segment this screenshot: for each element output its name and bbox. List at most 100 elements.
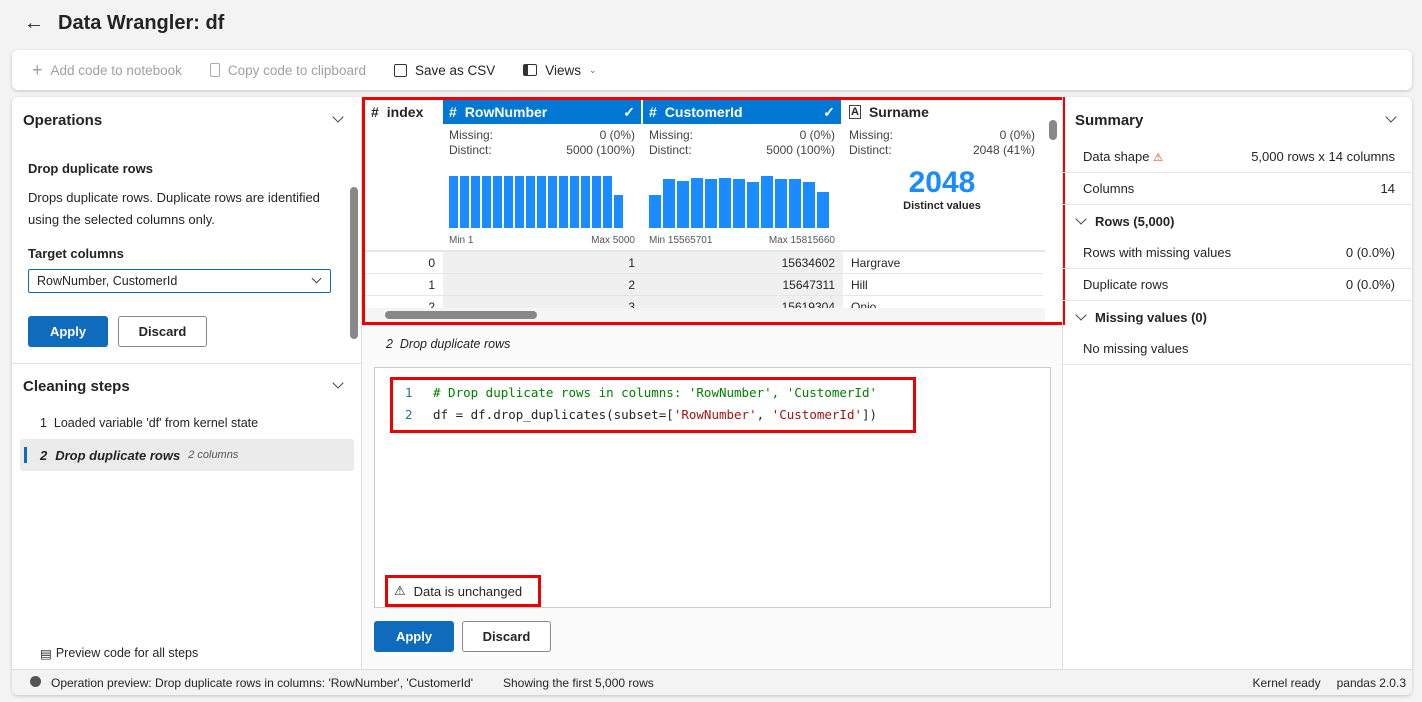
code-preview-icon: ▤ xyxy=(40,647,52,661)
histogram-bar[interactable] xyxy=(493,176,502,228)
code-preview-panel: 1 # Drop duplicate rows in columns: 'RowN… xyxy=(374,367,1051,608)
missing-section-toggle[interactable]: Missing values (0) xyxy=(1063,301,1412,333)
histogram-bar[interactable] xyxy=(559,176,568,228)
copy-code-button[interactable]: Copy code to clipboard xyxy=(209,63,366,78)
data-unchanged-warning: ⚠ Data is unchanged xyxy=(385,575,541,607)
preview-discard-button[interactable]: Discard xyxy=(462,621,551,652)
summary-panel: Summary Data shape ⚠ 5,000 rows x 14 colu… xyxy=(1062,97,1412,669)
warning-icon: ⚠ xyxy=(1153,152,1163,164)
vertical-scrollbar[interactable] xyxy=(1049,120,1057,140)
histogram-bar[interactable] xyxy=(719,177,731,228)
save-icon xyxy=(393,63,407,77)
check-icon: ✓ xyxy=(823,103,835,120)
warning-icon: ⚠ xyxy=(394,583,406,598)
index-column-header[interactable]: # index xyxy=(371,104,424,120)
histogram-bar[interactable] xyxy=(570,176,579,228)
table-cell: Hill xyxy=(843,274,1043,296)
status-bar: Operation preview: Drop duplicate rows i… xyxy=(12,669,1412,695)
page-title: Data Wrangler: df xyxy=(58,12,225,34)
histogram-bar[interactable] xyxy=(449,176,458,228)
histogram-bar[interactable] xyxy=(705,178,717,228)
operation-description: Drops duplicate rows. Duplicate rows are… xyxy=(28,190,320,227)
text-type-icon: A xyxy=(849,105,861,119)
plus-icon: + xyxy=(32,59,43,80)
info-icon xyxy=(30,675,41,687)
histogram-bar[interactable] xyxy=(482,176,491,228)
copy-icon xyxy=(209,63,220,77)
histogram-bar[interactable] xyxy=(803,181,815,228)
code-editor[interactable]: 1 # Drop duplicate rows in columns: 'RowN… xyxy=(390,377,916,433)
histogram-bar[interactable] xyxy=(548,176,557,228)
preview-all-steps-link[interactable]: ▤ Preview code for all steps xyxy=(40,646,199,661)
column-header-customerid[interactable]: # CustomerId ✓ Missing: 0 (0%) Distinct: 500… xyxy=(643,100,841,250)
histogram-bar[interactable] xyxy=(691,177,703,228)
data-grid: # index # RowNumber ✓ Missing: 0 (0%) Distin… xyxy=(362,97,1065,325)
histogram-bar[interactable] xyxy=(663,179,675,228)
histogram-bar[interactable] xyxy=(775,178,787,228)
table-cell: 1 xyxy=(443,252,643,274)
divider xyxy=(12,363,362,364)
chevron-down-icon[interactable] xyxy=(332,111,344,123)
cleaning-step-1[interactable]: 1 Loaded variable 'df' from kernel state xyxy=(40,416,259,430)
target-columns-select[interactable]: RowNumber, CustomerId xyxy=(28,269,331,293)
histogram xyxy=(649,172,829,228)
histogram-bar[interactable] xyxy=(592,176,601,228)
header: ← Data Wrangler: df xyxy=(24,12,224,35)
left-panel: Operations Drop duplicate rows Drops dup… xyxy=(12,97,362,669)
table-cell: 2 xyxy=(443,274,643,296)
histogram-bar[interactable] xyxy=(581,176,590,228)
histogram-bar[interactable] xyxy=(515,176,524,228)
distinct-count: 2048 xyxy=(908,166,976,199)
table-cell: Hargrave xyxy=(843,252,1043,274)
chevron-down-icon: ⌄ xyxy=(589,64,597,75)
table-cell: 0 xyxy=(365,252,443,274)
center-panel: # index # RowNumber ✓ Missing: 0 (0%) Distin… xyxy=(362,97,1065,669)
main-panel: Operations Drop duplicate rows Drops dup… xyxy=(12,97,1412,695)
chevron-down-icon[interactable] xyxy=(1385,111,1397,123)
histogram-bar[interactable] xyxy=(677,181,689,228)
toolbar: + Add code to notebook Copy code to clipb… xyxy=(12,50,1412,90)
back-arrow-icon[interactable]: ← xyxy=(24,12,44,34)
column-header-rownumber[interactable]: # RowNumber ✓ Missing: 0 (0%) Distinct: 5000… xyxy=(443,100,641,250)
panel-icon xyxy=(523,64,538,76)
horizontal-scrollbar[interactable] xyxy=(365,308,1045,322)
histogram-bar[interactable] xyxy=(603,176,612,228)
rows-section-toggle[interactable]: Rows (5,000) xyxy=(1063,205,1412,237)
save-csv-button[interactable]: Save as CSV xyxy=(393,63,495,78)
views-button[interactable]: Views ⌄ xyxy=(523,63,597,78)
histogram-bar[interactable] xyxy=(761,176,773,228)
table-cell: 15647311 xyxy=(643,274,843,296)
histogram-bar[interactable] xyxy=(471,176,480,228)
histogram-bar[interactable] xyxy=(747,181,759,228)
add-code-button[interactable]: + Add code to notebook xyxy=(32,59,182,80)
cleaning-steps-title: Cleaning steps xyxy=(23,378,130,395)
histogram-bar[interactable] xyxy=(614,195,623,228)
chevron-down-icon xyxy=(1075,213,1087,225)
table-cell: 15634602 xyxy=(643,252,843,274)
histogram xyxy=(449,172,623,228)
histogram-bar[interactable] xyxy=(789,178,801,228)
scrollbar[interactable] xyxy=(350,187,358,339)
cleaning-step-2[interactable]: 2 Drop duplicate rows 2 columns xyxy=(20,439,354,471)
apply-button[interactable]: Apply xyxy=(28,316,108,347)
chevron-down-icon xyxy=(311,273,322,284)
histogram-bar[interactable] xyxy=(733,178,745,228)
column-header-surname[interactable]: A Surname Missing: 0 (0%) Distinct: 2048 (4… xyxy=(843,100,1041,250)
histogram-bar[interactable] xyxy=(649,195,661,228)
histogram-bar[interactable] xyxy=(526,176,535,228)
histogram-bar[interactable] xyxy=(504,176,513,228)
histogram-bar[interactable] xyxy=(460,176,469,228)
discard-button[interactable]: Discard xyxy=(118,316,207,347)
table-row[interactable]: 0 1 15634602 Hargrave xyxy=(365,252,1045,274)
check-icon: ✓ xyxy=(623,103,635,120)
target-columns-label: Target columns xyxy=(28,246,124,261)
chevron-down-icon[interactable] xyxy=(332,377,344,389)
histogram-bar[interactable] xyxy=(537,176,546,228)
table-row[interactable]: 1 2 15647311 Hill xyxy=(365,274,1045,296)
operation-name: Drop duplicate rows xyxy=(28,161,153,176)
step-preview-label: 2 Drop duplicate rows xyxy=(386,337,511,351)
preview-apply-button[interactable]: Apply xyxy=(374,621,454,652)
operations-title: Operations xyxy=(23,112,103,129)
histogram-bar[interactable] xyxy=(817,192,829,228)
table-cell: 1 xyxy=(365,274,443,296)
